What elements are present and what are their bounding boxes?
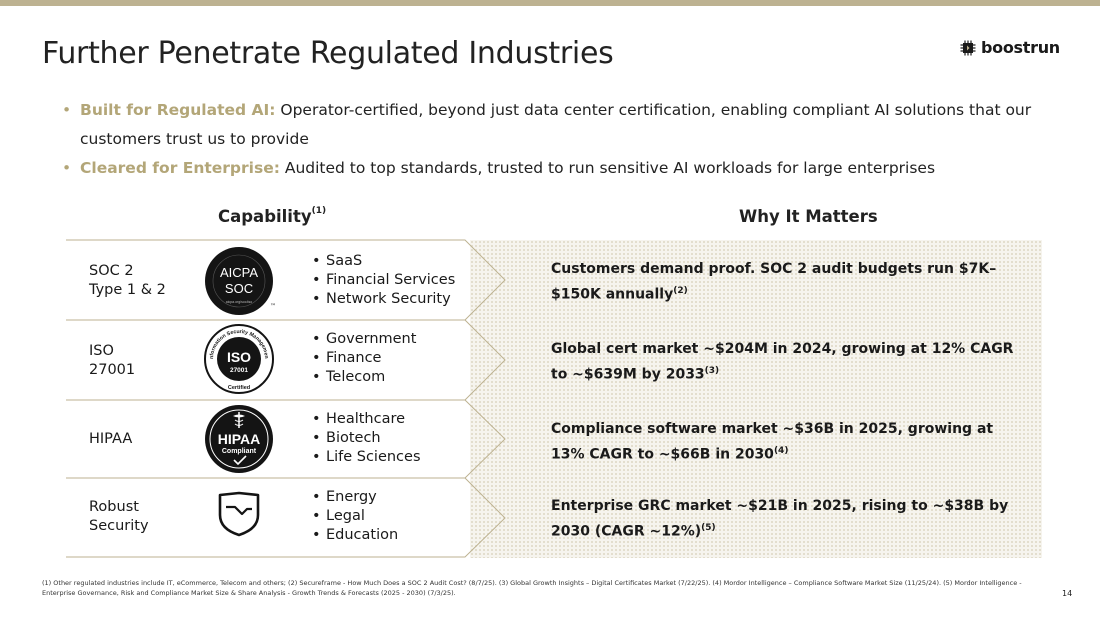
top-accent-bar xyxy=(0,0,1100,6)
bullet-text: Audited to top standards, trusted to run… xyxy=(279,159,936,177)
trademark-mark: ™ xyxy=(270,303,276,310)
aicpa-soc-badge-icon: AICPA SOC aicpa.org/soc4so xyxy=(205,247,273,315)
list-item: Finance xyxy=(312,349,416,368)
company-logo: boostrun xyxy=(960,38,1060,57)
iso-27001-badge-icon: Information Security Management ISO 2700… xyxy=(204,324,274,394)
why-hipaa: Compliance software market ~$36B in 2025… xyxy=(551,421,994,463)
industry-list-hipaa: Healthcare Biotech Life Sciences xyxy=(312,410,421,467)
row-label-hipaa: HIPAA xyxy=(89,431,133,447)
bullet-text: Operator-certified, beyond just data cen… xyxy=(80,101,1032,148)
row-label-security: Robust Security xyxy=(89,499,149,534)
chip-icon xyxy=(960,40,976,55)
list-item: Network Security xyxy=(312,290,455,309)
svg-text:HIPAA: HIPAA xyxy=(218,431,261,447)
list-item: Life Sciences xyxy=(312,448,421,467)
bullet-regulated-ai: • Built for Regulated AI: Operator-certi… xyxy=(62,96,1072,154)
list-item: Legal xyxy=(312,507,398,526)
row-label-iso: ISO 27001 xyxy=(89,343,136,378)
industry-list-security: Energy Legal Education xyxy=(312,488,398,545)
footnotes: (1) Other regulated industries include I… xyxy=(42,579,1022,597)
svg-text:Certified: Certified xyxy=(228,385,250,391)
why-it-matters-header: Why It Matters xyxy=(739,207,878,226)
why-iso: Global cert market ~$204M in 2024, growi… xyxy=(551,341,1014,383)
svg-text:ISO: ISO xyxy=(227,349,251,365)
list-item: Government xyxy=(312,330,416,349)
bullet-dot: • xyxy=(62,159,72,177)
list-item: Education xyxy=(312,526,398,545)
svg-text:27001: 27001 xyxy=(230,367,248,374)
svg-text:AICPA: AICPA xyxy=(220,265,258,280)
bullet-lead: Cleared for Enterprise: xyxy=(80,159,280,177)
bullet-lead: Built for Regulated AI: xyxy=(80,101,276,119)
industry-list-soc2: SaaS Financial Services Network Security xyxy=(312,252,455,309)
list-item: Telecom xyxy=(312,368,416,387)
list-item: Biotech xyxy=(312,429,421,448)
why-soc2: Customers demand proof. SOC 2 audit budg… xyxy=(551,261,997,303)
why-it-matters-panel xyxy=(470,240,1042,558)
list-item: Energy xyxy=(312,488,398,507)
page-title: Further Penetrate Regulated Industries xyxy=(42,36,614,71)
row-label-soc2: SOC 2 Type 1 & 2 xyxy=(89,263,166,298)
list-item: Financial Services xyxy=(312,271,455,290)
logo-wordmark: boostrun xyxy=(981,38,1060,57)
svg-text:SOC: SOC xyxy=(225,281,253,296)
svg-text:aicpa.org/soc4so: aicpa.org/soc4so xyxy=(226,300,253,304)
svg-text:Compliant: Compliant xyxy=(222,448,257,455)
key-points: • Built for Regulated AI: Operator-certi… xyxy=(62,96,1072,183)
bullet-enterprise: • Cleared for Enterprise: Audited to top… xyxy=(62,154,1072,183)
page-number: 14 xyxy=(1062,589,1073,598)
why-security: Enterprise GRC market ~$21B in 2025, ris… xyxy=(551,498,1009,540)
list-item: SaaS xyxy=(312,252,455,271)
hipaa-compliant-badge-icon: HIPAA Compliant xyxy=(205,405,273,473)
bullet-dot: • xyxy=(62,101,72,119)
list-item: Healthcare xyxy=(312,410,421,429)
shield-icon xyxy=(218,491,260,537)
industry-list-iso: Government Finance Telecom xyxy=(312,330,416,387)
capability-header: Capability(1) xyxy=(218,206,327,226)
